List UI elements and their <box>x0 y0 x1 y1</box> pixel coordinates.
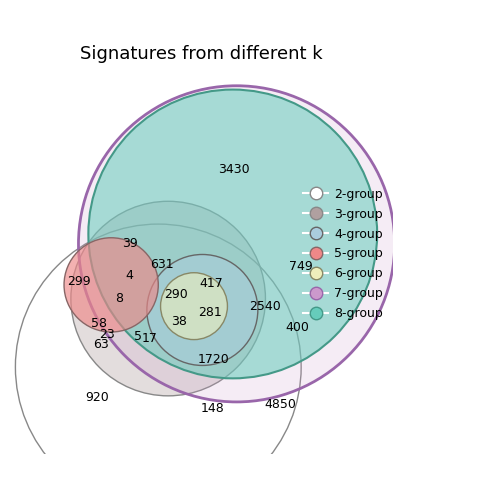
Text: 4850: 4850 <box>264 399 296 411</box>
Text: 38: 38 <box>171 315 187 328</box>
Text: 920: 920 <box>86 391 109 404</box>
Circle shape <box>79 86 395 402</box>
Circle shape <box>64 238 158 332</box>
Text: 5: 5 <box>134 330 142 343</box>
Circle shape <box>88 90 377 379</box>
Text: 749: 749 <box>289 260 313 273</box>
Text: 3430: 3430 <box>218 163 250 176</box>
Text: 299: 299 <box>67 275 90 288</box>
Circle shape <box>161 273 227 340</box>
Circle shape <box>147 255 258 365</box>
Circle shape <box>71 201 266 396</box>
Text: 281: 281 <box>198 306 222 319</box>
Text: 631: 631 <box>150 258 174 271</box>
Text: 17: 17 <box>141 332 157 345</box>
Text: 39: 39 <box>122 237 138 250</box>
Text: 8: 8 <box>115 292 123 305</box>
Text: 23: 23 <box>99 328 114 341</box>
Text: 4: 4 <box>125 269 134 282</box>
Text: 63: 63 <box>93 338 109 351</box>
Text: 417: 417 <box>200 277 223 290</box>
Text: 400: 400 <box>285 321 309 334</box>
Legend: 2-group, 3-group, 4-group, 5-group, 6-group, 7-group, 8-group: 2-group, 3-group, 4-group, 5-group, 6-gr… <box>299 184 387 324</box>
Title: Signatures from different k: Signatures from different k <box>80 45 323 64</box>
Text: 148: 148 <box>201 402 225 415</box>
Text: 1720: 1720 <box>198 353 230 366</box>
Text: 2540: 2540 <box>249 300 281 312</box>
Text: 58: 58 <box>91 317 107 330</box>
Text: 290: 290 <box>164 288 187 301</box>
